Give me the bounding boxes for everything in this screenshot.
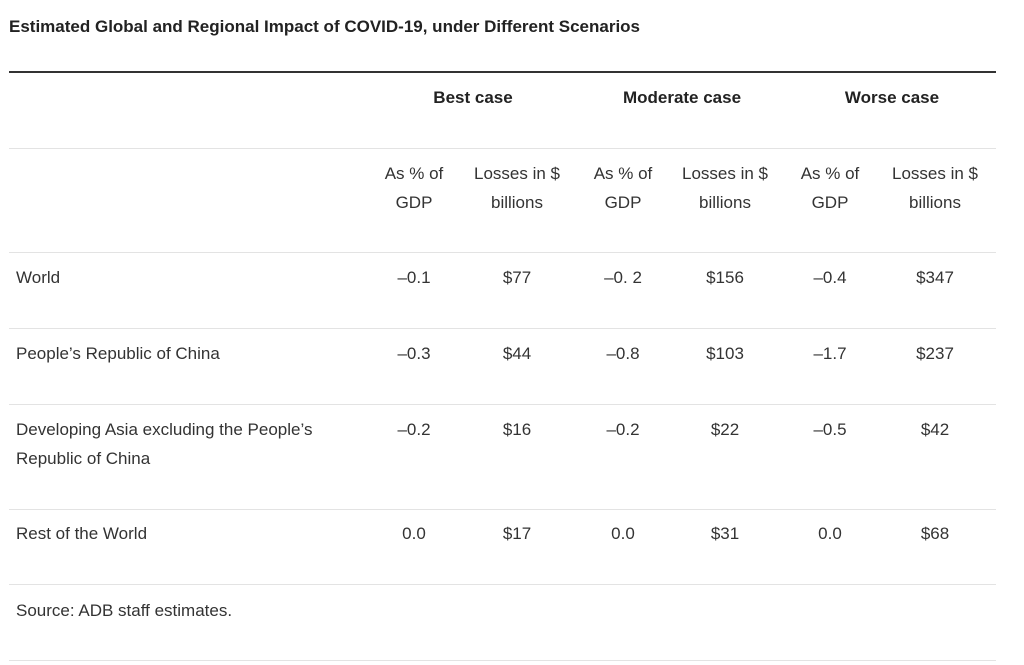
cell-asia-worse-gdp: –0.5 [813,420,847,439]
rule-after-groups [9,148,996,149]
cell-rest-worse-gdp: 0.0 [818,524,842,543]
row-label-rest-of-world: Rest of the World [16,524,148,543]
cell-prc-best-losses: $44 [502,344,532,363]
subheader-worse-losses: Losses in $ billions [892,164,978,212]
rule-after-world [9,328,996,329]
rule-after-china [9,404,996,405]
source-note: Source: ADB staff estimates. [16,601,233,620]
rule-after-rest [9,584,996,585]
group-header-moderate-case: Moderate case [622,88,742,107]
cell-rest-moderate-losses: $31 [710,524,740,543]
table-title: Estimated Global and Regional Impact of … [9,17,641,36]
subheader-moderate-gdp: As % of GDP [593,164,653,212]
cell-asia-worse-losses: $42 [920,420,950,439]
rule-bottom [9,660,996,661]
cell-asia-best-losses: $16 [502,420,532,439]
rule-after-asia [9,509,996,510]
row-label-developing-asia: Developing Asia excluding the People’s Re… [16,420,313,468]
cell-prc-worse-losses: $237 [916,344,954,363]
cell-prc-moderate-losses: $103 [706,344,744,363]
cell-world-moderate-gdp: –0. 2 [604,268,642,287]
cell-rest-best-losses: $17 [502,524,532,543]
cell-rest-best-gdp: 0.0 [402,524,426,543]
cell-prc-best-gdp: –0.3 [397,344,431,363]
cell-world-best-losses: $77 [502,268,532,287]
cell-world-worse-losses: $347 [916,268,954,287]
cell-asia-moderate-losses: $22 [710,420,740,439]
subheader-moderate-losses: Losses in $ billions [682,164,768,212]
cell-rest-moderate-gdp: 0.0 [611,524,635,543]
subheader-best-losses: Losses in $ billions [474,164,560,212]
cell-prc-worse-gdp: –1.7 [813,344,847,363]
cell-prc-moderate-gdp: –0.8 [606,344,640,363]
cell-asia-moderate-gdp: –0.2 [606,420,640,439]
row-label-prc: People’s Republic of China [16,344,220,363]
cell-world-moderate-losses: $156 [706,268,744,287]
group-header-best-case: Best case [433,88,513,107]
subheader-worse-gdp: As % of GDP [800,164,860,212]
rule-after-subheaders [9,252,996,253]
group-header-worse-case: Worse case [844,88,940,107]
header-top-rule [9,71,996,73]
row-label-world: World [16,268,61,287]
cell-world-worse-gdp: –0.4 [813,268,847,287]
subheader-best-gdp: As % of GDP [384,164,444,212]
cell-asia-best-gdp: –0.2 [397,420,431,439]
cell-world-best-gdp: –0.1 [397,268,431,287]
cell-rest-worse-losses: $68 [920,524,950,543]
